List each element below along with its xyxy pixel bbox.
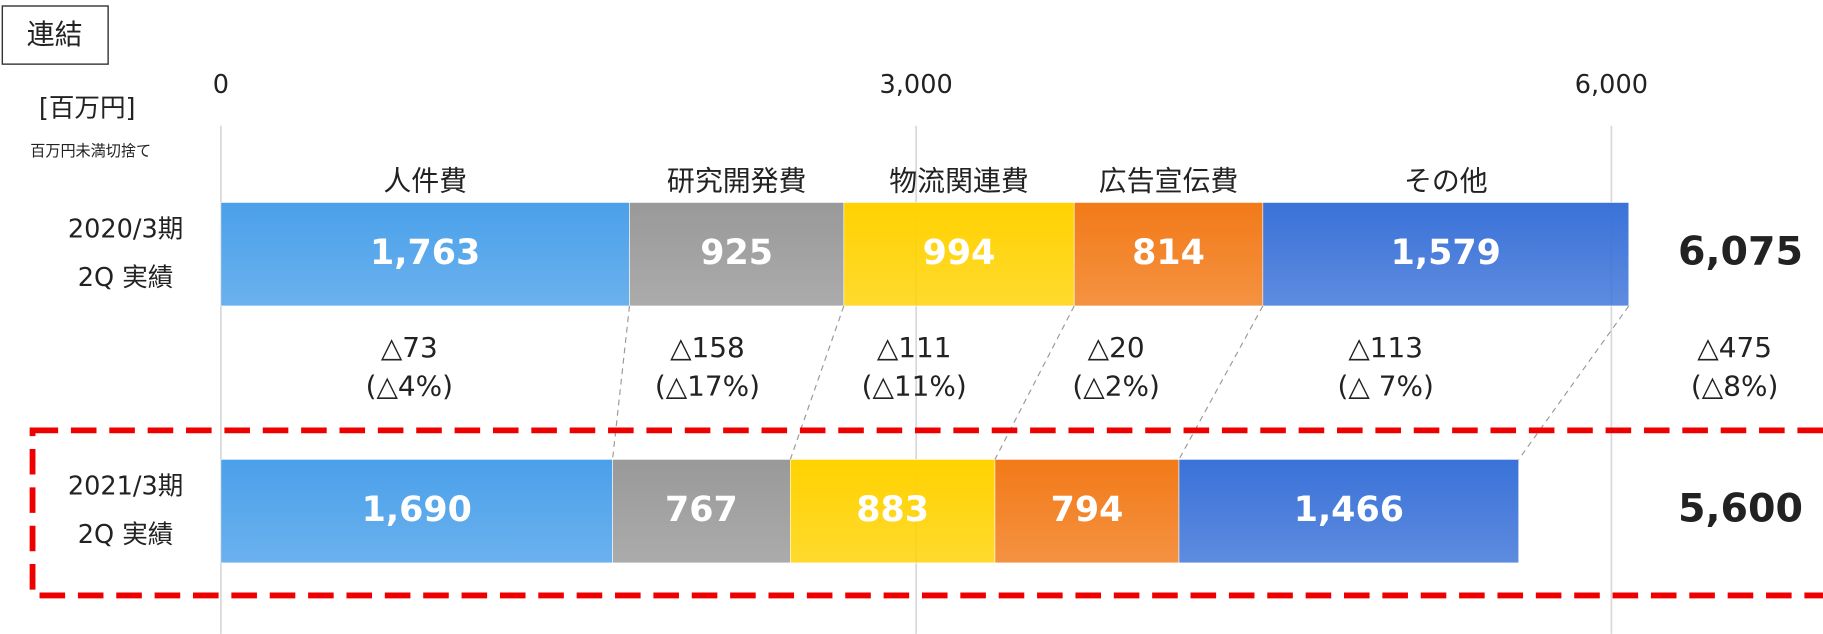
change-label: (△4%)	[366, 369, 453, 402]
bar-segment	[220, 459, 613, 564]
value-label: 794	[1051, 490, 1124, 530]
label: 連結	[27, 18, 83, 51]
value-label: 994	[923, 233, 996, 273]
bar-segment	[1073, 202, 1264, 307]
change-label: (△8%)	[1691, 369, 1778, 402]
change-label: △158	[670, 331, 745, 364]
value-label: 1,763	[370, 233, 480, 273]
value-label: 1,690	[362, 490, 472, 530]
change-label: △475	[1697, 331, 1772, 364]
bar-segment	[790, 459, 996, 564]
legend-label: 研究開発費	[667, 165, 806, 198]
category-label: 2020/3期	[68, 214, 183, 244]
value-label: 925	[700, 233, 773, 273]
change-label: (△17%)	[655, 369, 760, 402]
category-label: 2Q 実績	[78, 263, 174, 293]
connector	[611, 305, 631, 460]
label-box	[1, 5, 109, 65]
connector	[789, 305, 845, 460]
note: 百万円未満切捨て	[30, 142, 151, 160]
legend-label: 物流関連費	[889, 165, 1028, 198]
value-label: 767	[665, 490, 738, 530]
value-label: 814	[1132, 233, 1205, 273]
total-label: 6,075	[1678, 229, 1803, 275]
bar-segment	[1178, 459, 1519, 564]
bar-segment	[1262, 202, 1630, 307]
connector	[1518, 305, 1630, 460]
category-label: 2Q 実績	[78, 520, 174, 550]
change-label: (△11%)	[862, 369, 967, 402]
change-label: △111	[877, 331, 952, 364]
change-label: △73	[381, 331, 438, 364]
bar-segment	[612, 459, 791, 564]
change-label: △113	[1348, 331, 1423, 364]
bar-segment	[843, 202, 1075, 307]
legend-label: 人件費	[383, 165, 467, 198]
legend-label: その他	[1404, 165, 1488, 198]
category-label: 2021/3期	[68, 471, 183, 501]
x-tick-label: 6,000	[1575, 70, 1648, 100]
total-label: 5,600	[1678, 486, 1803, 532]
connector	[1178, 305, 1264, 460]
change-label: △20	[1088, 331, 1145, 364]
bar-segment	[629, 202, 845, 307]
bar-segment	[220, 202, 630, 307]
change-label: (△2%)	[1072, 369, 1159, 402]
legend-label: 広告宣伝費	[1099, 165, 1238, 198]
change-label: (△ 7%)	[1338, 369, 1434, 402]
value-label: 883	[856, 490, 929, 530]
x-tick-label: 0	[213, 70, 229, 100]
x-tick-label: 3,000	[880, 70, 953, 100]
bar-segment	[994, 459, 1180, 564]
unit: [百万円]	[39, 93, 136, 123]
value-label: 1,579	[1391, 233, 1501, 273]
value-label: 1,466	[1294, 490, 1404, 530]
connector	[994, 305, 1075, 460]
